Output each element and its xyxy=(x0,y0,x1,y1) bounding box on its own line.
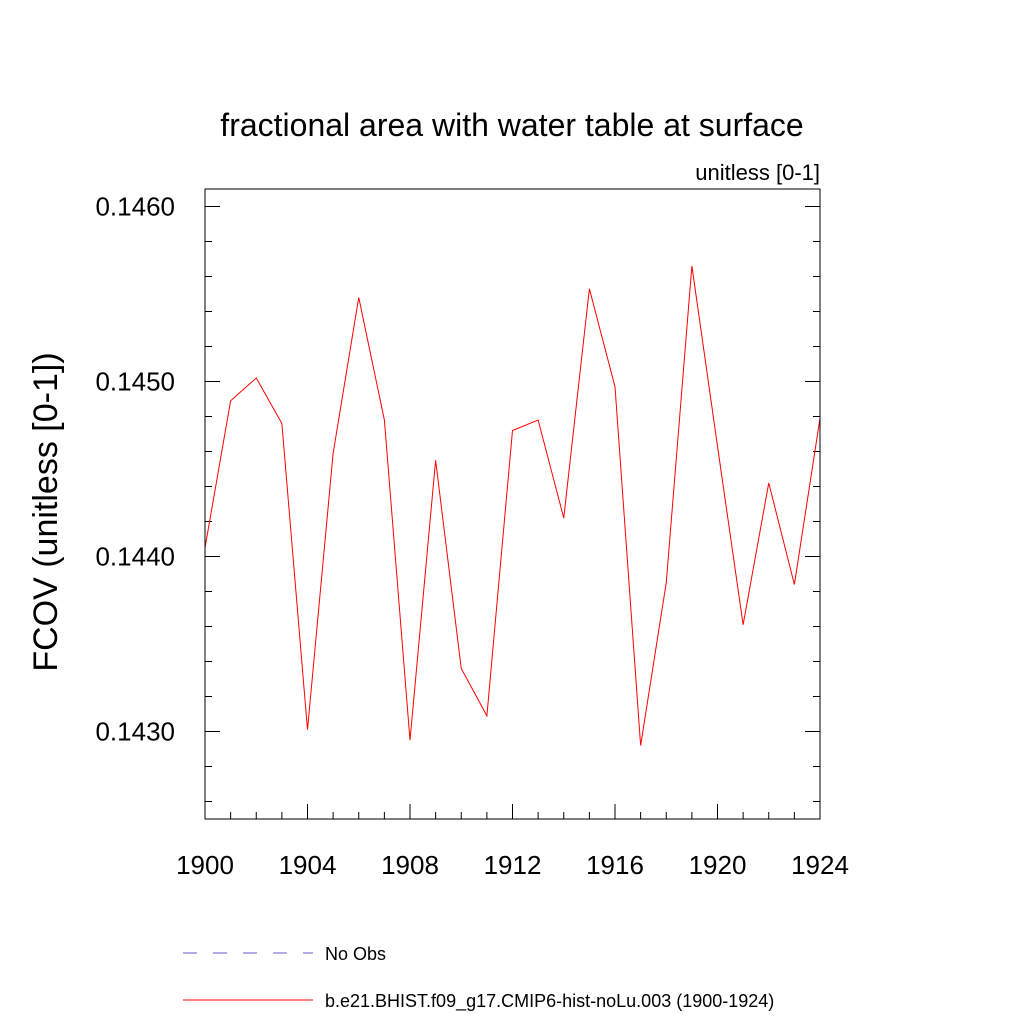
x-tick-label: 1904 xyxy=(279,850,337,880)
y-tick-label: 0.1450 xyxy=(95,367,175,397)
x-tick-label: 1908 xyxy=(381,850,439,880)
data-point xyxy=(306,729,308,731)
data-point xyxy=(358,296,360,298)
x-tick-label: 1916 xyxy=(586,850,644,880)
data-point xyxy=(486,715,488,717)
tick-labels: 1900 1904 1908 1912 1916 1920 1924 0.1430 0.1440… xyxy=(95,192,848,881)
data-point xyxy=(614,386,616,388)
y-axis-label: FCOV (unitless [0-1]) xyxy=(27,352,65,671)
data-point xyxy=(332,452,334,454)
data-point xyxy=(409,739,411,741)
chart-title: fractional area with water table at surf… xyxy=(220,107,803,143)
legend: No Obs b.e21.BHIST.f09_g17.CMIP6-hist-no… xyxy=(183,944,774,1012)
data-point xyxy=(742,624,744,626)
data-point xyxy=(563,517,565,519)
data-point xyxy=(716,445,718,447)
data-point xyxy=(665,582,667,584)
y-tick-label: 0.1460 xyxy=(95,192,175,222)
data-point xyxy=(768,482,770,484)
data-point xyxy=(434,459,436,461)
data-point xyxy=(511,429,513,431)
data-point xyxy=(229,400,231,402)
x-tick-label: 1912 xyxy=(484,850,542,880)
series-line xyxy=(204,265,821,746)
data-point xyxy=(460,667,462,669)
series-layer xyxy=(204,265,821,746)
x-tick-label: 1920 xyxy=(689,850,747,880)
data-point xyxy=(537,419,539,421)
chart-subtitle: unitless [0-1] xyxy=(695,160,820,185)
plot-frame xyxy=(204,188,821,820)
data-point xyxy=(793,583,795,585)
y-tick-label: 0.1430 xyxy=(95,717,175,747)
data-point xyxy=(639,744,641,746)
data-point xyxy=(255,377,257,379)
tick-marks xyxy=(204,206,821,819)
legend-label-no-obs: No Obs xyxy=(325,944,386,964)
data-point xyxy=(691,265,693,267)
data-point xyxy=(588,288,590,290)
data-point xyxy=(383,419,385,421)
data-point xyxy=(281,422,283,424)
x-tick-label: 1900 xyxy=(176,850,234,880)
x-tick-label: 1924 xyxy=(791,850,849,880)
legend-label-series: b.e21.BHIST.f09_g17.CMIP6-hist-noLu.003 … xyxy=(325,991,774,1012)
y-tick-label: 0.1440 xyxy=(95,542,175,572)
